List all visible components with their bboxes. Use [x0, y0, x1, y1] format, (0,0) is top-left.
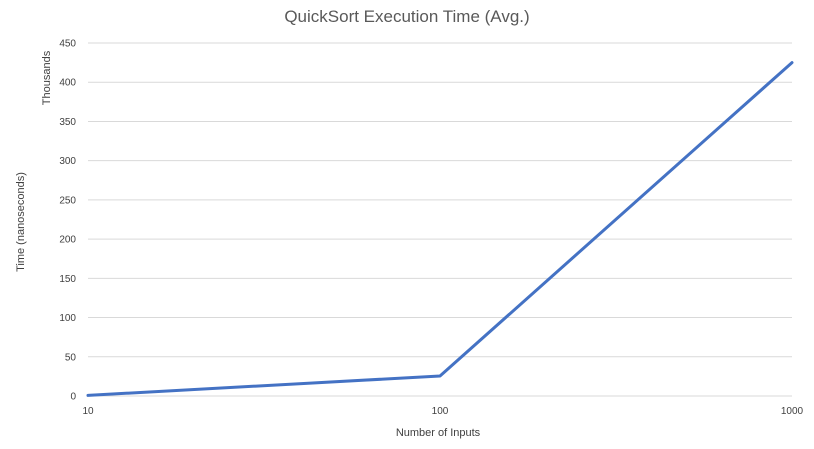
- y-tick-label-7: 350: [59, 117, 76, 128]
- x-tick-label-2: 1000: [781, 406, 804, 417]
- x-tick-label-1: 100: [432, 406, 449, 417]
- y-tick-label-6: 300: [59, 156, 76, 167]
- y-tick-label-4: 200: [59, 235, 76, 246]
- x-tick-label-0: 10: [82, 406, 94, 417]
- y-tick-label-0: 0: [70, 392, 76, 403]
- y-axis-label: Time (nanoseconds): [15, 172, 27, 272]
- y-tick-label-1: 50: [65, 352, 77, 363]
- x-tick-labels: 10 100 1000: [82, 406, 803, 417]
- y-tick-label-9: 450: [59, 39, 76, 50]
- series-group: [86, 61, 794, 397]
- y-tick-labels: 0 50 100 150 200 250 300 350 400 450: [59, 39, 76, 403]
- y-gridlines: [88, 42, 792, 397]
- y-units-label: Thousands: [41, 50, 53, 105]
- series-line-0: [86, 61, 794, 397]
- chart-title: QuickSort Execution Time (Avg.): [284, 7, 529, 26]
- y-tick-label-3: 150: [59, 274, 76, 285]
- y-tick-label-8: 400: [59, 78, 76, 89]
- y-tick-label-5: 250: [59, 195, 76, 206]
- x-axis-label: Number of Inputs: [396, 427, 481, 439]
- y-tick-label-2: 100: [59, 313, 76, 324]
